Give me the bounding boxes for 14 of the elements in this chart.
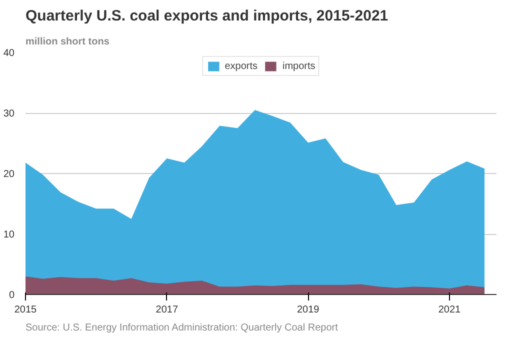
y-tick-label: 20	[3, 169, 15, 180]
x-tick-label: 2019	[296, 304, 320, 316]
y-tick-label: 10	[3, 230, 15, 240]
y-tick-label: 0	[8, 290, 15, 301]
y-tick-label: 30	[3, 108, 15, 120]
x-tick-label: 2015	[14, 304, 38, 316]
source-note: Source: U.S. Energy Information Administration: Quarterly Coal Report	[26, 322, 338, 334]
legend-label: imports	[282, 60, 316, 72]
y-axis-title: million short tons	[26, 36, 110, 48]
x-tick-label: 2021	[438, 304, 462, 316]
chart-title: Quarterly U.S. coal exports and imports, 2015-2021	[26, 8, 388, 24]
x-tick-label: 2017	[156, 304, 178, 316]
y-tick-label: 40	[3, 48, 15, 59]
legend-label: exports	[224, 60, 258, 72]
